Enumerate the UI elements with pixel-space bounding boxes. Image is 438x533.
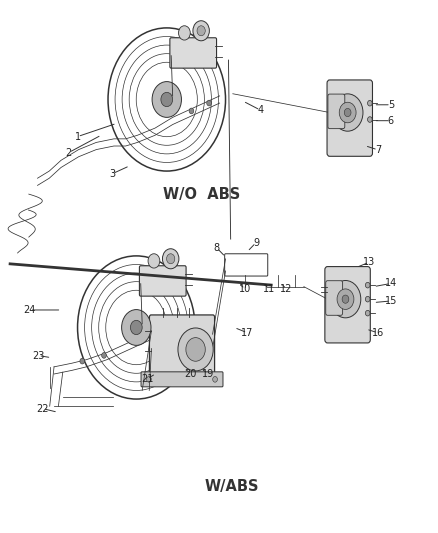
Text: 3: 3	[110, 169, 116, 179]
Circle shape	[207, 100, 212, 106]
Circle shape	[147, 376, 151, 382]
Text: 7: 7	[375, 145, 381, 155]
Circle shape	[161, 92, 173, 107]
Circle shape	[332, 94, 363, 131]
Circle shape	[365, 282, 370, 288]
Text: 11: 11	[263, 284, 275, 294]
Text: 6: 6	[388, 116, 394, 126]
Text: 10: 10	[239, 284, 251, 294]
Circle shape	[365, 310, 370, 316]
FancyBboxPatch shape	[139, 266, 186, 296]
Circle shape	[365, 296, 370, 302]
FancyBboxPatch shape	[141, 372, 223, 387]
Circle shape	[179, 26, 190, 40]
Text: 9: 9	[253, 238, 259, 248]
Text: 14: 14	[385, 278, 397, 288]
Text: 21: 21	[141, 374, 153, 384]
FancyBboxPatch shape	[325, 266, 370, 343]
Circle shape	[166, 254, 175, 264]
Circle shape	[344, 108, 351, 117]
Text: W/ABS: W/ABS	[205, 479, 259, 494]
Circle shape	[193, 21, 209, 41]
Text: 2: 2	[66, 148, 72, 158]
Text: 1: 1	[74, 132, 81, 142]
Circle shape	[337, 289, 354, 310]
Text: 22: 22	[36, 403, 49, 414]
FancyBboxPatch shape	[170, 38, 216, 68]
Text: 13: 13	[363, 257, 375, 267]
Text: 8: 8	[214, 243, 220, 253]
FancyBboxPatch shape	[149, 315, 215, 375]
Text: 4: 4	[257, 105, 263, 115]
Text: 24: 24	[24, 305, 36, 315]
Circle shape	[186, 337, 205, 361]
Circle shape	[148, 254, 160, 268]
Circle shape	[342, 295, 349, 303]
Circle shape	[213, 376, 217, 382]
Circle shape	[330, 280, 361, 318]
Text: 23: 23	[32, 351, 45, 361]
Circle shape	[162, 249, 179, 269]
Text: 16: 16	[372, 328, 384, 338]
Circle shape	[102, 352, 106, 358]
Circle shape	[122, 310, 151, 345]
Circle shape	[189, 108, 194, 114]
FancyBboxPatch shape	[327, 80, 372, 156]
Circle shape	[367, 117, 372, 122]
Circle shape	[131, 320, 142, 335]
Text: 17: 17	[241, 328, 254, 338]
Circle shape	[178, 328, 213, 371]
FancyBboxPatch shape	[326, 281, 343, 316]
Circle shape	[197, 26, 205, 36]
Text: 5: 5	[388, 100, 394, 110]
FancyBboxPatch shape	[328, 94, 345, 128]
Circle shape	[339, 102, 356, 123]
Text: 15: 15	[385, 296, 397, 306]
Text: 12: 12	[280, 284, 293, 294]
Text: 20: 20	[184, 369, 197, 378]
Text: 19: 19	[202, 369, 214, 378]
Circle shape	[152, 82, 181, 117]
Circle shape	[80, 358, 85, 364]
Text: W/O  ABS: W/O ABS	[163, 188, 240, 203]
Circle shape	[367, 100, 372, 106]
